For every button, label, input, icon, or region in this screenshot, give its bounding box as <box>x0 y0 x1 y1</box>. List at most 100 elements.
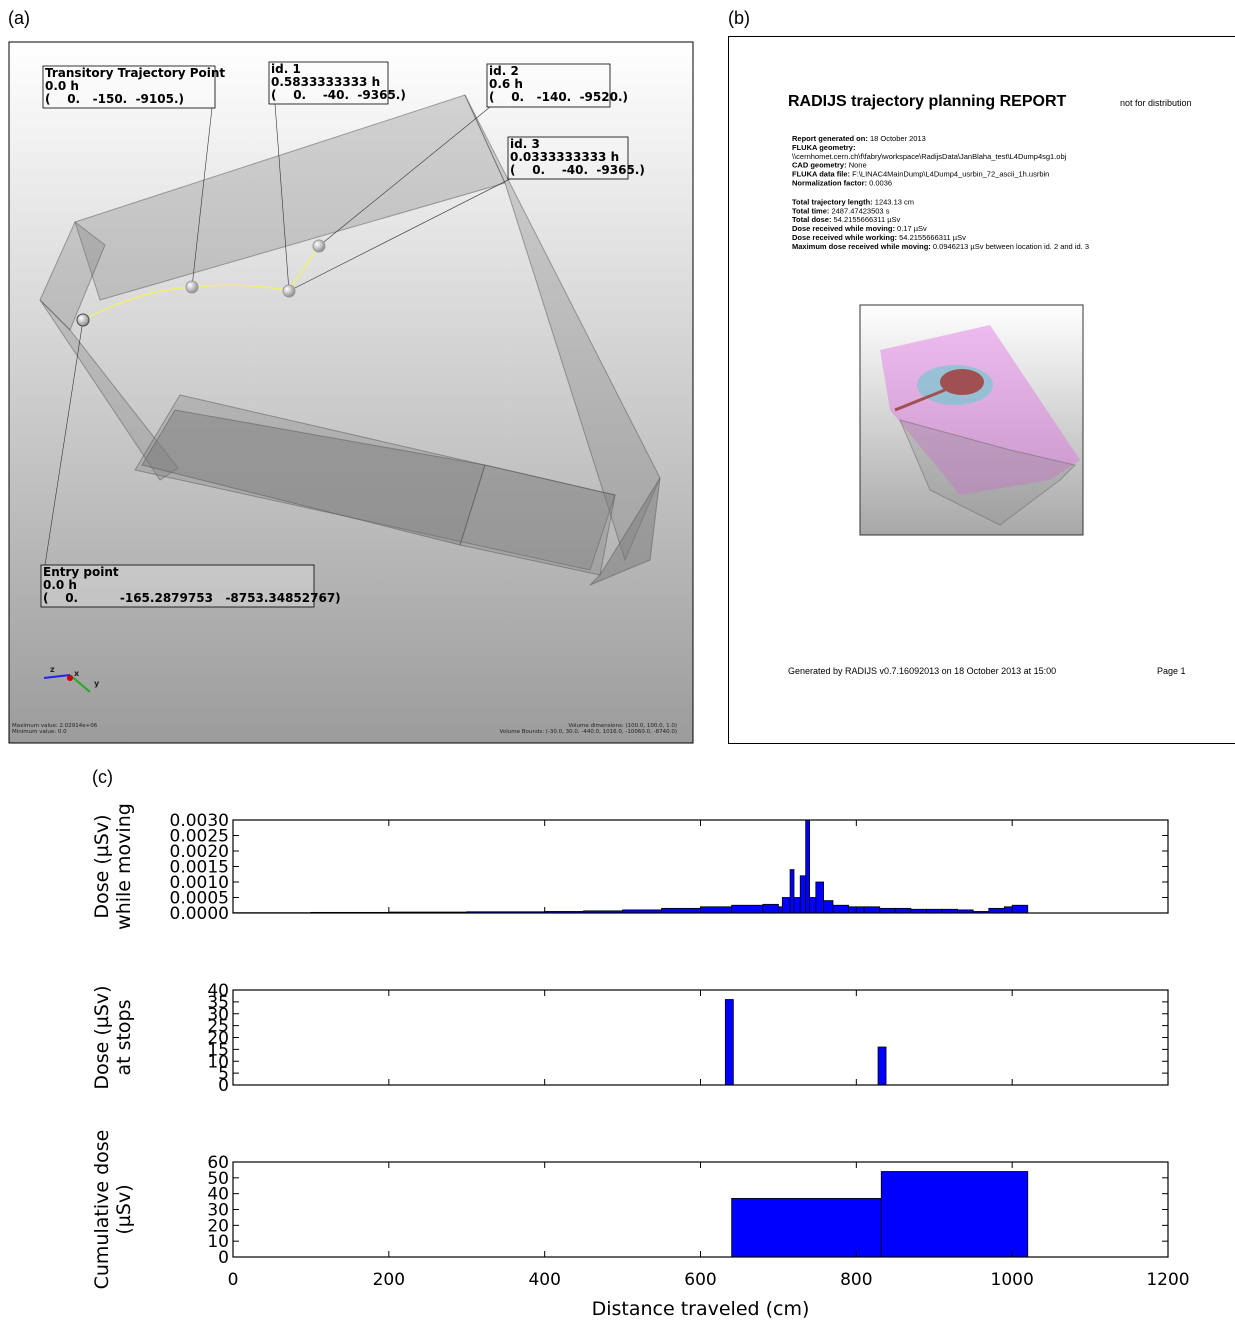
x-tick-label: 200 <box>373 1270 405 1290</box>
report-value: 54.2155666311 µSv <box>899 233 966 242</box>
histogram-bar <box>800 876 805 913</box>
report-title: RADIJS trajectory planning REPORT <box>788 93 1066 110</box>
report-value: F:\LINAC4MainDump\L4Dump4_usrbin_72_asci… <box>852 170 1049 179</box>
report-label: Total trajectory length: <box>792 197 873 206</box>
point[interactable] <box>77 314 89 326</box>
axis-x <box>67 675 73 681</box>
report-line: \\cernhomet.cern.ch\f\fabry\workspace\Ra… <box>792 152 1067 161</box>
report-line: FLUKA geometry: <box>792 143 855 152</box>
histogram-bar <box>790 870 794 913</box>
viewer-info: Volume Bounds: (-30.0, 30.0, -440.0, 101… <box>500 729 677 735</box>
report-label: Maximum dose received while moving: <box>792 242 931 251</box>
x-tick-label: 400 <box>528 1270 560 1290</box>
report-image <box>860 305 1083 535</box>
y-axis-label: at stops <box>113 999 135 1075</box>
charts: 0.00000.00050.00100.00150.00200.00250.00… <box>91 803 1190 1320</box>
histogram-bar <box>782 898 790 914</box>
histogram-bar <box>732 1198 882 1257</box>
histogram-bar <box>881 1172 1027 1258</box>
point[interactable] <box>186 281 198 293</box>
annotation-text: ( 0. -165.2879753 -8753.34852767) <box>43 591 341 605</box>
histogram-bar <box>1012 905 1028 913</box>
axis-label: x <box>74 669 80 678</box>
report-value: 0.0946213 µSv between location id. 2 and… <box>933 242 1089 251</box>
report-value: 2487.47423503 s <box>831 206 889 215</box>
report-label: Dose received while moving: <box>792 224 895 233</box>
x-axis-label: Distance traveled (cm) <box>592 1298 810 1320</box>
report-value: \\cernhomet.cern.ch\f\fabry\workspace\Ra… <box>792 152 1067 161</box>
report-value: 0.17 µSv <box>897 224 927 233</box>
dose-blob <box>940 369 984 395</box>
point[interactable] <box>283 285 295 297</box>
report-value: 18 October 2013 <box>870 134 926 143</box>
report-line: Dose received while working: 54.21556663… <box>792 233 966 242</box>
x-tick-label: 600 <box>684 1270 716 1290</box>
x-tick-label: 0 <box>228 1270 239 1290</box>
y-tick-label: 60 <box>207 1153 229 1173</box>
report-line: FLUKA data file: F:\LINAC4MainDump\L4Dum… <box>792 170 1049 179</box>
histogram-bar <box>880 908 896 913</box>
x-tick-label: 800 <box>840 1270 872 1290</box>
report-line: Total dose: 54.2155666311 µSv <box>792 215 901 224</box>
report-note: not for distribution <box>1120 98 1192 108</box>
histogram-bar <box>794 898 800 914</box>
y-tick-label: 40 <box>207 981 229 1001</box>
report-line: Total trajectory length: 1243.13 cm <box>792 197 914 206</box>
y-tick-label: 0.0030 <box>170 811 229 831</box>
report-value: 1243.13 cm <box>875 197 914 206</box>
plot-frame <box>233 990 1168 1085</box>
report-label: Report generated on: <box>792 134 868 143</box>
histogram-bar <box>824 901 833 913</box>
report-label: FLUKA data file: <box>792 170 850 179</box>
y-axis-label: (µSv) <box>113 1184 135 1234</box>
report-value: None <box>849 161 867 170</box>
y-axis-label: Dose (µSv) <box>91 814 113 918</box>
panel-label: (b) <box>728 8 750 28</box>
page-number: Page 1 <box>1157 666 1186 676</box>
histogram-bar <box>833 905 849 913</box>
histogram-bar <box>1004 907 1012 913</box>
histogram-bar <box>895 908 911 913</box>
annotation-text: id. 3 <box>510 137 540 151</box>
report-label: Normalization factor: <box>792 179 867 188</box>
viewer: Transitory Trajectory Point0.0 h( 0. -15… <box>9 42 693 743</box>
annotation-text: Entry point <box>43 565 119 579</box>
figure: (a) (b) (c) Transitory Trajectory Point0… <box>0 0 1235 1320</box>
annotation-text: ( 0. -150. -9105.) <box>45 92 184 106</box>
histogram-bar <box>701 907 732 913</box>
x-tick-label: 1000 <box>991 1270 1034 1290</box>
panel-label: (a) <box>8 8 30 28</box>
annotation-text: 0.0 h <box>43 578 77 592</box>
x-tick-label: 1200 <box>1146 1270 1189 1290</box>
report-footer: Generated by RADIJS v0.7.16092013 on 18 … <box>788 666 1056 676</box>
axis-label: z <box>50 665 55 674</box>
report-line: Report generated on: 18 October 2013 <box>792 134 926 143</box>
histogram-bar <box>806 820 810 913</box>
histogram-bar <box>662 908 701 913</box>
report-label: Dose received while working: <box>792 233 897 242</box>
annotation-text: ( 0. -40. -9365.) <box>271 88 406 102</box>
y-axis-label: Cumulative dose <box>91 1130 113 1290</box>
y-axis-label: while moving <box>113 803 135 930</box>
histogram-bar <box>810 898 816 914</box>
report-label: Total dose: <box>792 215 831 224</box>
point[interactable] <box>313 240 325 252</box>
viewer-info: Minimum value: 0.0 <box>12 729 67 735</box>
report-line: Normalization factor: 0.0036 <box>792 179 892 188</box>
annotation-text: 0.6 h <box>489 77 523 91</box>
report-value: 54.2155666311 µSv <box>834 215 901 224</box>
report-line: CAD geometry: None <box>792 161 867 170</box>
histogram-bar <box>989 908 1005 913</box>
histogram-bar <box>864 907 880 913</box>
annotation-text: id. 1 <box>271 62 301 76</box>
bar <box>878 1047 886 1085</box>
annotation-text: 0.5833333333 h <box>271 75 380 89</box>
annotation-text: 0.0 h <box>45 79 79 93</box>
report: RADIJS trajectory planning REPORT not fo… <box>729 37 1235 744</box>
axis-label: y <box>94 679 100 688</box>
plot-frame <box>233 820 1168 913</box>
annotation-text: Transitory Trajectory Point <box>45 66 225 80</box>
report-label: Total time: <box>792 206 829 215</box>
histogram-bar <box>778 907 782 913</box>
annotation-text: ( 0. -140. -9520.) <box>489 90 628 104</box>
